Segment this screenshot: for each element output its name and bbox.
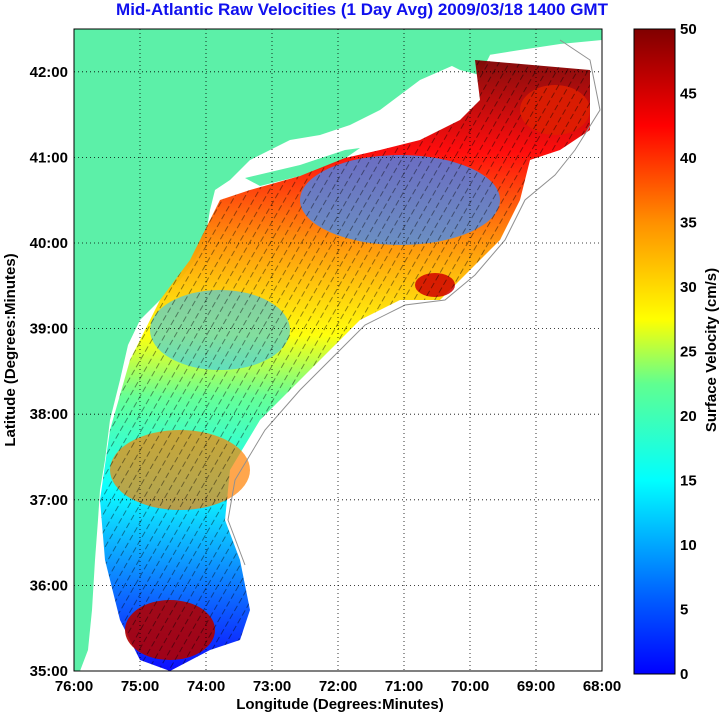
colorbar-tick-label: 20 (680, 408, 697, 425)
colorbar-tick-label: 45 (680, 86, 697, 103)
x-tick-label: 73:00 (253, 678, 291, 695)
y-axis-label: Latitude (Degrees:Minutes) (2, 253, 19, 446)
colorbar-tick-label: 40 (680, 150, 697, 167)
x-axis-ticks: 76:00 75:00 74:00 73:00 72:00 71:00 70:00 69:00… (55, 678, 621, 695)
lat-lon-grid (74, 29, 602, 671)
x-tick-label: 71:00 (385, 678, 423, 695)
y-tick-label: 40:00 (30, 235, 68, 252)
y-tick-label: 38:00 (30, 406, 68, 423)
x-tick-label: 70:00 (451, 678, 489, 695)
y-tick-label: 35:00 (30, 663, 68, 680)
long-island-land (245, 148, 360, 186)
map-title: Mid-Atlantic Raw Velocities (1 Day Avg) … (116, 0, 608, 19)
colorbar-tick-label: 30 (680, 279, 697, 296)
bathymetry-contour (227, 39, 601, 566)
x-tick-label: 76:00 (55, 678, 93, 695)
x-tick-label: 68:00 (583, 678, 621, 695)
colorbar-tick-label: 50 (680, 21, 697, 38)
y-tick-label: 42:00 (30, 64, 68, 81)
y-tick-label: 37:00 (30, 492, 68, 509)
y-axis-ticks: 42:00 41:00 40:00 39:00 38:00 37:00 36:00 35:00 (30, 64, 68, 680)
x-axis-label: Longitude (Degrees:Minutes) (236, 696, 444, 713)
x-tick-label: 75:00 (121, 678, 159, 695)
y-tick-label: 36:00 (30, 577, 68, 594)
colorbar (633, 28, 676, 675)
colorbar-tick-label: 10 (680, 537, 697, 554)
x-tick-label: 74:00 (187, 678, 225, 695)
colorbar-tick-label: 35 (680, 215, 697, 232)
colorbar-tick-label: 0 (680, 666, 688, 683)
velocity-arrows (100, 60, 590, 671)
x-tick-label: 69:00 (517, 678, 555, 695)
y-tick-label: 39:00 (30, 321, 68, 338)
plot-frame (73, 28, 603, 672)
x-tick-label: 72:00 (319, 678, 357, 695)
y-tick-label: 41:00 (30, 149, 68, 166)
colorbar-tick-label: 15 (680, 473, 697, 490)
colorbar-tick-label: 25 (680, 344, 697, 361)
colorbar-label: Surface Velocity (cm/s) (703, 268, 720, 432)
colorbar-tick-label: 5 (680, 602, 688, 619)
cape-cod-land (430, 40, 490, 75)
